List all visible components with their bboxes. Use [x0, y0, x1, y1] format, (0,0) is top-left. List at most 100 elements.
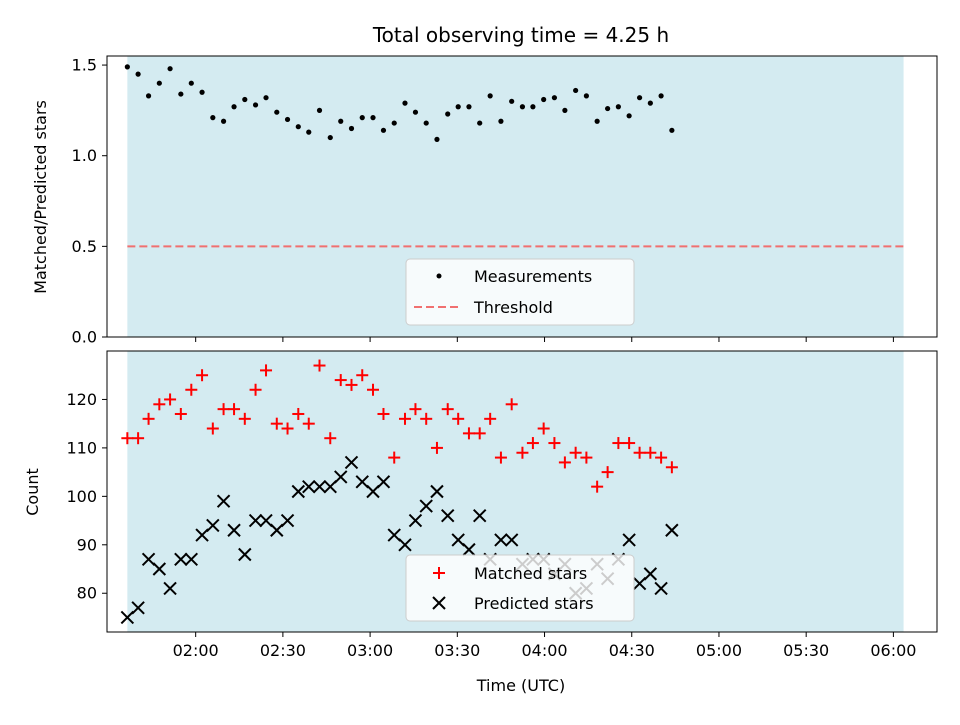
- matched-star-point: [591, 480, 604, 493]
- predicted-star-point: [419, 499, 433, 513]
- count-panel-frame: [106, 350, 938, 633]
- measurement-point: [199, 89, 205, 95]
- measurement-point: [220, 118, 227, 124]
- matched-star-point: [420, 412, 433, 425]
- measurement-point: [348, 125, 355, 132]
- matched-star-point: [324, 432, 337, 445]
- measurement-point: [541, 96, 547, 103]
- ratio-legend: Measurements Threshold: [405, 258, 635, 326]
- predicted-star-point: [174, 552, 188, 567]
- matched-star-point: [462, 427, 475, 440]
- count-legend-box: [405, 554, 635, 622]
- predicted-star-point: [344, 455, 359, 470]
- predicted-star-point: [120, 610, 135, 625]
- predicted-star-point: [163, 581, 177, 596]
- measurement-point: [370, 115, 376, 121]
- matched-star-point: [260, 364, 273, 377]
- matched-star-point: [484, 412, 497, 425]
- measurement-point: [412, 109, 419, 115]
- predicted-star-point: [430, 484, 444, 499]
- predicted-star-point: [355, 475, 369, 489]
- bot-y-tick-label: 90: [77, 535, 97, 554]
- matched-star-point: [377, 407, 390, 420]
- legend-measurements-marker: [436, 273, 442, 279]
- x-axis-label: Time (UTC): [476, 676, 565, 695]
- measurement-point: [274, 109, 280, 115]
- predicted-star-point: [291, 484, 305, 499]
- matched-star-point: [249, 383, 262, 396]
- matched-star-point: [292, 407, 305, 420]
- measurement-point: [551, 95, 558, 101]
- predicted-star-point: [622, 533, 636, 547]
- matched-star-point: [526, 437, 539, 450]
- matched-star-point: [196, 369, 209, 382]
- predicted-star-point: [280, 513, 295, 528]
- matched-star-point: [217, 403, 230, 416]
- predicted-star-point: [408, 513, 423, 528]
- predicted-star-point: [504, 533, 519, 547]
- measurement-point: [380, 127, 387, 133]
- measurement-point: [156, 80, 162, 86]
- matched-star-point: [558, 456, 571, 469]
- matched-star-point: [313, 359, 326, 372]
- measurement-point: [445, 111, 451, 117]
- matched-star-point: [185, 383, 198, 396]
- matched-star-point: [121, 432, 134, 445]
- matched-star-point: [174, 407, 187, 420]
- predicted-star-point: [387, 528, 401, 542]
- bot-y-tick-label: 80: [77, 584, 97, 603]
- measurement-point: [466, 104, 472, 110]
- predicted-star-point: [206, 518, 220, 533]
- predicted-star-point: [302, 479, 316, 494]
- measurement-point: [338, 118, 344, 124]
- ratio-panel-frame: [106, 55, 938, 338]
- measurement-point: [487, 93, 493, 99]
- measurement-point: [455, 104, 461, 110]
- matched-star-point: [367, 383, 380, 396]
- measurement-point: [145, 93, 152, 99]
- ratio-y-axis-label: Matched/Predicted stars: [31, 100, 50, 294]
- matched-star-point: [505, 398, 518, 411]
- measurement-point: [135, 71, 141, 77]
- predicted-star-point: [259, 513, 273, 528]
- measurement-point: [231, 104, 237, 110]
- x-tick-label: 02:30: [260, 641, 306, 660]
- measurement-point: [167, 66, 173, 72]
- predicted-star-point: [643, 567, 658, 581]
- measurement-point: [284, 116, 291, 123]
- legend-predicted-label: Predicted stars: [474, 594, 594, 613]
- measurement-point: [124, 64, 130, 70]
- ratio-panel: 0.0 0.5 1.0 1.5 Matched/Predicted stars Mea…: [31, 55, 938, 347]
- ratio-x-ticks: [195, 337, 894, 342]
- top-y-tick-label: 1.5: [72, 56, 97, 75]
- predicted-star-point: [398, 538, 412, 552]
- predicted-star-point: [248, 513, 263, 528]
- predicted-star-point: [632, 576, 647, 591]
- predicted-star-point: [654, 581, 668, 596]
- bot-y-tick-label: 120: [66, 390, 97, 409]
- matched-star-point: [132, 432, 145, 445]
- measurement-point: [562, 107, 568, 113]
- legend-threshold-label: Threshold: [473, 298, 553, 317]
- measurement-point: [295, 124, 301, 130]
- matched-star-point: [473, 427, 486, 440]
- predicted-star-point: [141, 552, 156, 567]
- predicted-star-point: [451, 533, 465, 547]
- legend-predicted-marker: [432, 596, 446, 610]
- measurement-point: [509, 98, 515, 104]
- measurement-point: [647, 100, 653, 106]
- measurement-point: [615, 104, 621, 110]
- measurement-point: [188, 80, 194, 86]
- x-tick-label: 03:00: [347, 641, 393, 660]
- predicted-star-point: [238, 547, 252, 562]
- chart-title: Total observing time = 4.25 h: [372, 23, 669, 47]
- predicted-star-point: [472, 509, 487, 523]
- predicted-star-point: [184, 552, 199, 567]
- predicted-star-point: [227, 523, 241, 537]
- matched-star-point: [612, 437, 625, 450]
- matched-star-point: [142, 412, 155, 425]
- matched-star-point: [655, 451, 668, 464]
- x-axis: 02:00 02:30 03:00 03:30 04:00 04:30 05:00 05:30…: [173, 632, 916, 660]
